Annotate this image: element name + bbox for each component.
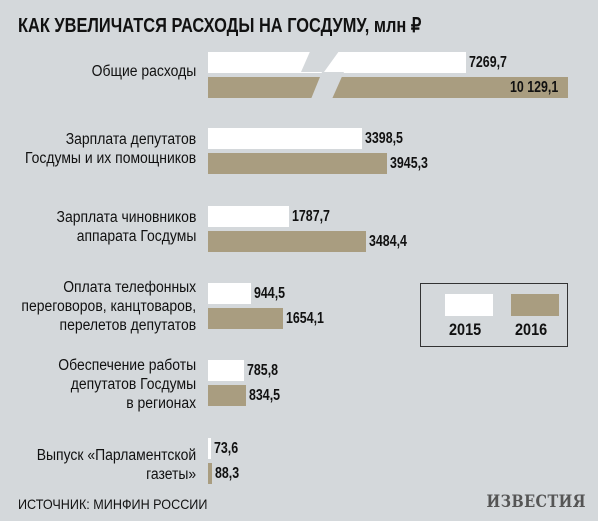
- category-label-line: Зарплата депутатов: [65, 131, 196, 148]
- category-label-line: в регионах: [126, 395, 196, 412]
- data-label-2016: 1654,1: [286, 310, 325, 327]
- bar-2015: [208, 360, 244, 381]
- bar-2015: [208, 438, 212, 459]
- category-label-line: Госдумы и их помощников: [24, 150, 196, 167]
- category-label-line: Зарплата чиновников: [56, 209, 196, 226]
- data-label-2015: 7269,7: [469, 54, 507, 71]
- bar-2016: [208, 231, 367, 252]
- category-label: Оплата телефонных переговоров, канцтоваро…: [21, 278, 196, 335]
- legend-label-2015: 2015: [449, 320, 482, 339]
- category-label: Выпуск «Парламентской газеты»: [37, 446, 196, 484]
- category-label: Зарплата чиновников аппарата Госдумы: [56, 208, 196, 246]
- bar-2016: [208, 153, 388, 174]
- category-label-line: Общие расходы: [91, 63, 196, 80]
- category-label-line: Обеспечение работы: [58, 357, 196, 374]
- data-label-2016: 88,3: [215, 465, 240, 482]
- category-label: Зарплата депутатов Госдумы и их помощнико…: [25, 130, 196, 168]
- bar-2015: [208, 52, 466, 73]
- category-label-line: Выпуск «Парламентской: [36, 447, 196, 464]
- category-label-line: переговоров, канцтоваров,: [21, 298, 196, 315]
- axis-break-gap: [301, 47, 344, 99]
- bar-2015: [208, 128, 363, 149]
- data-label-2015: 1787,7: [292, 208, 331, 225]
- category-label: Общие расходы: [91, 62, 196, 81]
- izvestia-logo: ИЗВЕСТИЯ: [486, 492, 586, 512]
- category-label-line: газеты»: [145, 466, 196, 483]
- data-label-2016: 3484,4: [369, 233, 408, 250]
- legend-swatch-2016: [511, 294, 559, 316]
- data-label-2015: 785,8: [246, 362, 278, 379]
- category-label-line: перелетов депутатов: [59, 317, 197, 334]
- data-label-2016: 3945,3: [390, 155, 429, 172]
- data-label-2016: 834,5: [248, 387, 280, 404]
- data-label-2015: 3398,5: [365, 130, 404, 147]
- bar-2015: [208, 283, 251, 304]
- data-label-2015: 944,5: [253, 285, 285, 302]
- category-label-line: Оплата телефонных: [63, 279, 197, 296]
- legend-label-2016: 2016: [515, 320, 548, 339]
- category-label-line: аппарата Госдумы: [76, 228, 196, 245]
- legend-swatch-2015: [445, 294, 493, 316]
- data-label-2015: 73,6: [214, 440, 239, 457]
- bar-2016: [208, 308, 284, 329]
- source-note: ИСТОЧНИК: МИНФИН РОССИИ: [18, 496, 208, 512]
- bar-2016: [208, 463, 212, 484]
- bar-2016: [208, 385, 246, 406]
- category-label-line: депутатов Госдумы: [70, 376, 196, 393]
- category-label: Обеспечение работы депутатов Госдумы в рег…: [58, 356, 196, 413]
- chart-title: КАК УВЕЛИЧАТСЯ РАСХОДЫ НА ГОСДУМУ, млн ₽: [18, 15, 422, 37]
- bar-2016: [208, 77, 568, 98]
- data-label-2016: 10 129,1: [510, 79, 559, 96]
- bar-2015: [208, 206, 290, 227]
- legend: 2015 2016: [420, 283, 568, 347]
